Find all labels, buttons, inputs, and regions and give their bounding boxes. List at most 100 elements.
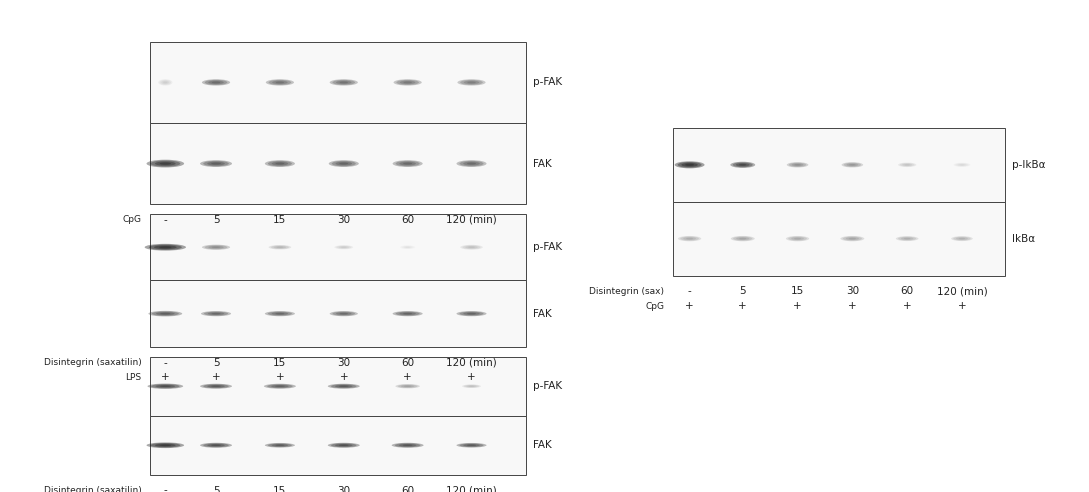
Ellipse shape bbox=[266, 79, 294, 86]
Ellipse shape bbox=[794, 164, 800, 166]
Ellipse shape bbox=[846, 237, 859, 240]
Ellipse shape bbox=[151, 311, 179, 316]
Ellipse shape bbox=[328, 443, 359, 448]
Text: 120 (min): 120 (min) bbox=[446, 215, 497, 225]
Ellipse shape bbox=[208, 246, 223, 248]
Ellipse shape bbox=[402, 246, 414, 248]
Text: p-IkBα: p-IkBα bbox=[1012, 160, 1045, 170]
Ellipse shape bbox=[200, 160, 232, 167]
Ellipse shape bbox=[335, 162, 352, 165]
Ellipse shape bbox=[330, 311, 358, 316]
Ellipse shape bbox=[468, 246, 475, 248]
Ellipse shape bbox=[268, 311, 292, 316]
Ellipse shape bbox=[149, 245, 182, 250]
Text: +: + bbox=[903, 301, 911, 311]
Text: 60: 60 bbox=[401, 358, 414, 368]
Ellipse shape bbox=[205, 80, 228, 85]
Ellipse shape bbox=[207, 444, 224, 447]
Text: p-FAK: p-FAK bbox=[533, 77, 562, 88]
Ellipse shape bbox=[896, 236, 918, 241]
Ellipse shape bbox=[150, 443, 181, 448]
Text: -: - bbox=[163, 486, 168, 492]
Text: p-FAK: p-FAK bbox=[533, 242, 562, 252]
Ellipse shape bbox=[400, 81, 415, 84]
Ellipse shape bbox=[211, 82, 220, 83]
Ellipse shape bbox=[163, 82, 168, 83]
Ellipse shape bbox=[340, 162, 348, 165]
Ellipse shape bbox=[271, 162, 289, 165]
Ellipse shape bbox=[678, 236, 701, 241]
Ellipse shape bbox=[276, 82, 284, 83]
Ellipse shape bbox=[200, 384, 232, 389]
Ellipse shape bbox=[463, 444, 480, 447]
Ellipse shape bbox=[786, 236, 809, 241]
Ellipse shape bbox=[467, 82, 476, 83]
Ellipse shape bbox=[460, 161, 484, 166]
Ellipse shape bbox=[341, 246, 346, 248]
Ellipse shape bbox=[456, 160, 487, 167]
Text: +: + bbox=[276, 372, 284, 382]
Ellipse shape bbox=[265, 443, 295, 448]
Ellipse shape bbox=[339, 246, 348, 248]
Ellipse shape bbox=[211, 385, 221, 387]
Ellipse shape bbox=[151, 384, 180, 388]
Ellipse shape bbox=[786, 162, 808, 167]
Text: Disintegrin (saxatilin): Disintegrin (saxatilin) bbox=[44, 358, 142, 367]
Ellipse shape bbox=[148, 311, 182, 316]
Ellipse shape bbox=[900, 163, 915, 167]
Ellipse shape bbox=[330, 79, 358, 86]
Ellipse shape bbox=[211, 313, 221, 314]
Ellipse shape bbox=[461, 80, 482, 85]
Ellipse shape bbox=[682, 163, 698, 167]
Ellipse shape bbox=[733, 162, 752, 167]
Ellipse shape bbox=[846, 163, 858, 166]
Ellipse shape bbox=[461, 245, 482, 249]
Ellipse shape bbox=[204, 161, 229, 166]
Ellipse shape bbox=[267, 384, 293, 388]
Text: 120 (min): 120 (min) bbox=[937, 286, 988, 296]
Ellipse shape bbox=[160, 385, 171, 387]
Ellipse shape bbox=[207, 162, 224, 165]
Text: 5: 5 bbox=[212, 486, 219, 492]
Ellipse shape bbox=[843, 237, 861, 241]
Ellipse shape bbox=[400, 246, 415, 249]
Ellipse shape bbox=[792, 163, 804, 166]
Ellipse shape bbox=[954, 163, 970, 167]
Text: +: + bbox=[467, 372, 476, 382]
Ellipse shape bbox=[467, 313, 476, 314]
Ellipse shape bbox=[268, 161, 292, 166]
Ellipse shape bbox=[951, 236, 972, 241]
Ellipse shape bbox=[271, 246, 289, 249]
Ellipse shape bbox=[898, 162, 916, 167]
Ellipse shape bbox=[159, 246, 171, 248]
Ellipse shape bbox=[463, 246, 480, 249]
Ellipse shape bbox=[958, 238, 965, 239]
Text: 30: 30 bbox=[846, 286, 859, 296]
Ellipse shape bbox=[841, 236, 865, 241]
Text: +: + bbox=[403, 372, 412, 382]
Ellipse shape bbox=[150, 160, 181, 167]
Ellipse shape bbox=[160, 80, 171, 85]
Text: 120 (min): 120 (min) bbox=[446, 486, 497, 492]
Ellipse shape bbox=[156, 385, 175, 388]
Ellipse shape bbox=[686, 238, 693, 240]
Ellipse shape bbox=[849, 164, 856, 166]
Ellipse shape bbox=[332, 80, 355, 85]
Bar bbox=[150, 280, 526, 347]
Ellipse shape bbox=[207, 385, 224, 388]
Ellipse shape bbox=[340, 82, 348, 83]
Text: 5: 5 bbox=[212, 358, 219, 368]
Ellipse shape bbox=[403, 444, 413, 446]
Bar bbox=[150, 42, 526, 123]
Ellipse shape bbox=[788, 163, 806, 167]
Ellipse shape bbox=[160, 162, 171, 165]
Text: 5: 5 bbox=[212, 215, 219, 225]
Ellipse shape bbox=[468, 386, 475, 387]
Text: 60: 60 bbox=[901, 286, 914, 296]
Ellipse shape bbox=[904, 238, 910, 239]
Text: 15: 15 bbox=[273, 358, 286, 368]
Ellipse shape bbox=[901, 237, 914, 240]
Ellipse shape bbox=[467, 445, 476, 446]
Ellipse shape bbox=[205, 245, 228, 249]
Text: IkBα: IkBα bbox=[1012, 234, 1035, 244]
